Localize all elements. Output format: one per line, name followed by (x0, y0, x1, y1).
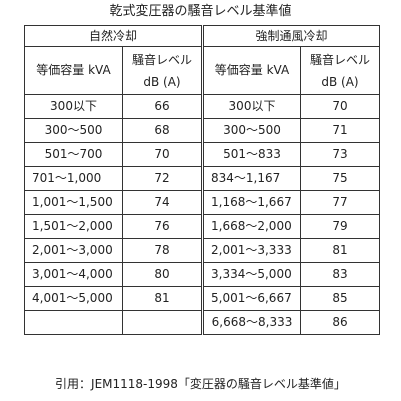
forced-capacity-cell: 300以下 (202, 94, 301, 119)
natural-db-cell: 66 (122, 94, 204, 119)
table-row: 6,668〜8,333 86 (24, 310, 380, 335)
forced-capacity-cell: 1,168〜1,667 (202, 190, 301, 215)
natural-db-cell: 72 (122, 166, 204, 191)
forced-db-cell: 85 (300, 286, 380, 311)
table-row: 300以下 66 300以下 70 (24, 94, 380, 119)
forced-capacity-cell: 2,001〜3,333 (202, 238, 301, 263)
table-row: 701〜1,000 72 834〜1,167 75 (24, 166, 380, 191)
natural-capacity-cell: 1,501〜2,000 (24, 214, 123, 239)
natural-capacity-cell (24, 310, 123, 335)
natural-capacity-cell: 3,001〜4,000 (24, 262, 123, 287)
table-row: 300〜500 68 300〜500 71 (24, 118, 380, 143)
forced-db-cell: 71 (300, 118, 380, 143)
natural-capacity-cell: 701〜1,000 (24, 166, 123, 191)
table-row: 1,501〜2,000 76 1,668〜2,000 79 (24, 214, 380, 239)
natural-capacity-cell: 2,001〜3,000 (24, 238, 123, 263)
forced-capacity-header: 等価容量 kVA (202, 46, 301, 95)
forced-capacity-cell: 300〜500 (202, 118, 301, 143)
natural-db-cell: 70 (122, 142, 204, 167)
natural-db-cell: 76 (122, 214, 204, 239)
table-title: 乾式変圧器の騒音レベル基準値 (109, 4, 292, 19)
table-row: 3,001〜4,000 80 3,334〜5,000 83 (24, 262, 380, 287)
forced-db-cell: 79 (300, 214, 380, 239)
natural-capacity-header: 等価容量 kVA (24, 46, 123, 95)
natural-db-cell (122, 310, 204, 335)
natural-db-cell: 68 (122, 118, 204, 143)
forced-capacity-cell: 3,334〜5,000 (202, 262, 301, 287)
natural-noise-header: 騒音レベル dB (A) (122, 46, 204, 95)
natural-db-cell: 78 (122, 238, 204, 263)
noise-header-line1: 騒音レベル (131, 52, 192, 67)
noise-level-table: 自然冷却 強制通風冷却 等価容量 kVA 騒音レベル dB (A) 等価容量 k… (24, 25, 380, 335)
noise-header-line1: 騒音レベル (309, 52, 370, 67)
forced-noise-header: 騒音レベル dB (A) (300, 46, 380, 95)
forced-db-cell: 77 (300, 190, 380, 215)
natural-capacity-cell: 4,001〜5,000 (24, 286, 123, 311)
noise-header-line2: dB (A) (321, 74, 359, 89)
forced-db-cell: 73 (300, 142, 380, 167)
natural-capacity-cell: 1,001〜1,500 (24, 190, 123, 215)
natural-db-cell: 81 (122, 286, 204, 311)
forced-cooling-header: 強制通風冷却 (202, 25, 380, 47)
table-row: 4,001〜5,000 81 5,001〜6,667 85 (24, 286, 380, 311)
forced-db-cell: 70 (300, 94, 380, 119)
group-header-row: 自然冷却 強制通風冷却 (24, 25, 380, 47)
column-header-row: 等価容量 kVA 騒音レベル dB (A) 等価容量 kVA 騒音レベル dB … (24, 46, 380, 95)
forced-capacity-cell: 501〜833 (202, 142, 301, 167)
forced-capacity-cell: 834〜1,167 (202, 166, 301, 191)
natural-capacity-cell: 501〜700 (24, 142, 123, 167)
source-caption: 引用：JEM1118-1998「変圧器の騒音レベル基準値」 (55, 377, 346, 391)
natural-cooling-header: 自然冷却 (24, 25, 204, 47)
forced-capacity-cell: 6,668〜8,333 (202, 310, 301, 335)
forced-capacity-cell: 5,001〜6,667 (202, 286, 301, 311)
table-row: 1,001〜1,500 74 1,168〜1,667 77 (24, 190, 380, 215)
natural-capacity-cell: 300〜500 (24, 118, 123, 143)
noise-header-line2: dB (A) (143, 74, 181, 89)
forced-db-cell: 81 (300, 238, 380, 263)
forced-db-cell: 86 (300, 310, 380, 335)
table-row: 501〜700 70 501〜833 73 (24, 142, 380, 167)
forced-capacity-cell: 1,668〜2,000 (202, 214, 301, 239)
forced-db-cell: 83 (300, 262, 380, 287)
table-row: 2,001〜3,000 78 2,001〜3,333 81 (24, 238, 380, 263)
natural-capacity-cell: 300以下 (24, 94, 123, 119)
forced-db-cell: 75 (300, 166, 380, 191)
natural-db-cell: 74 (122, 190, 204, 215)
natural-db-cell: 80 (122, 262, 204, 287)
